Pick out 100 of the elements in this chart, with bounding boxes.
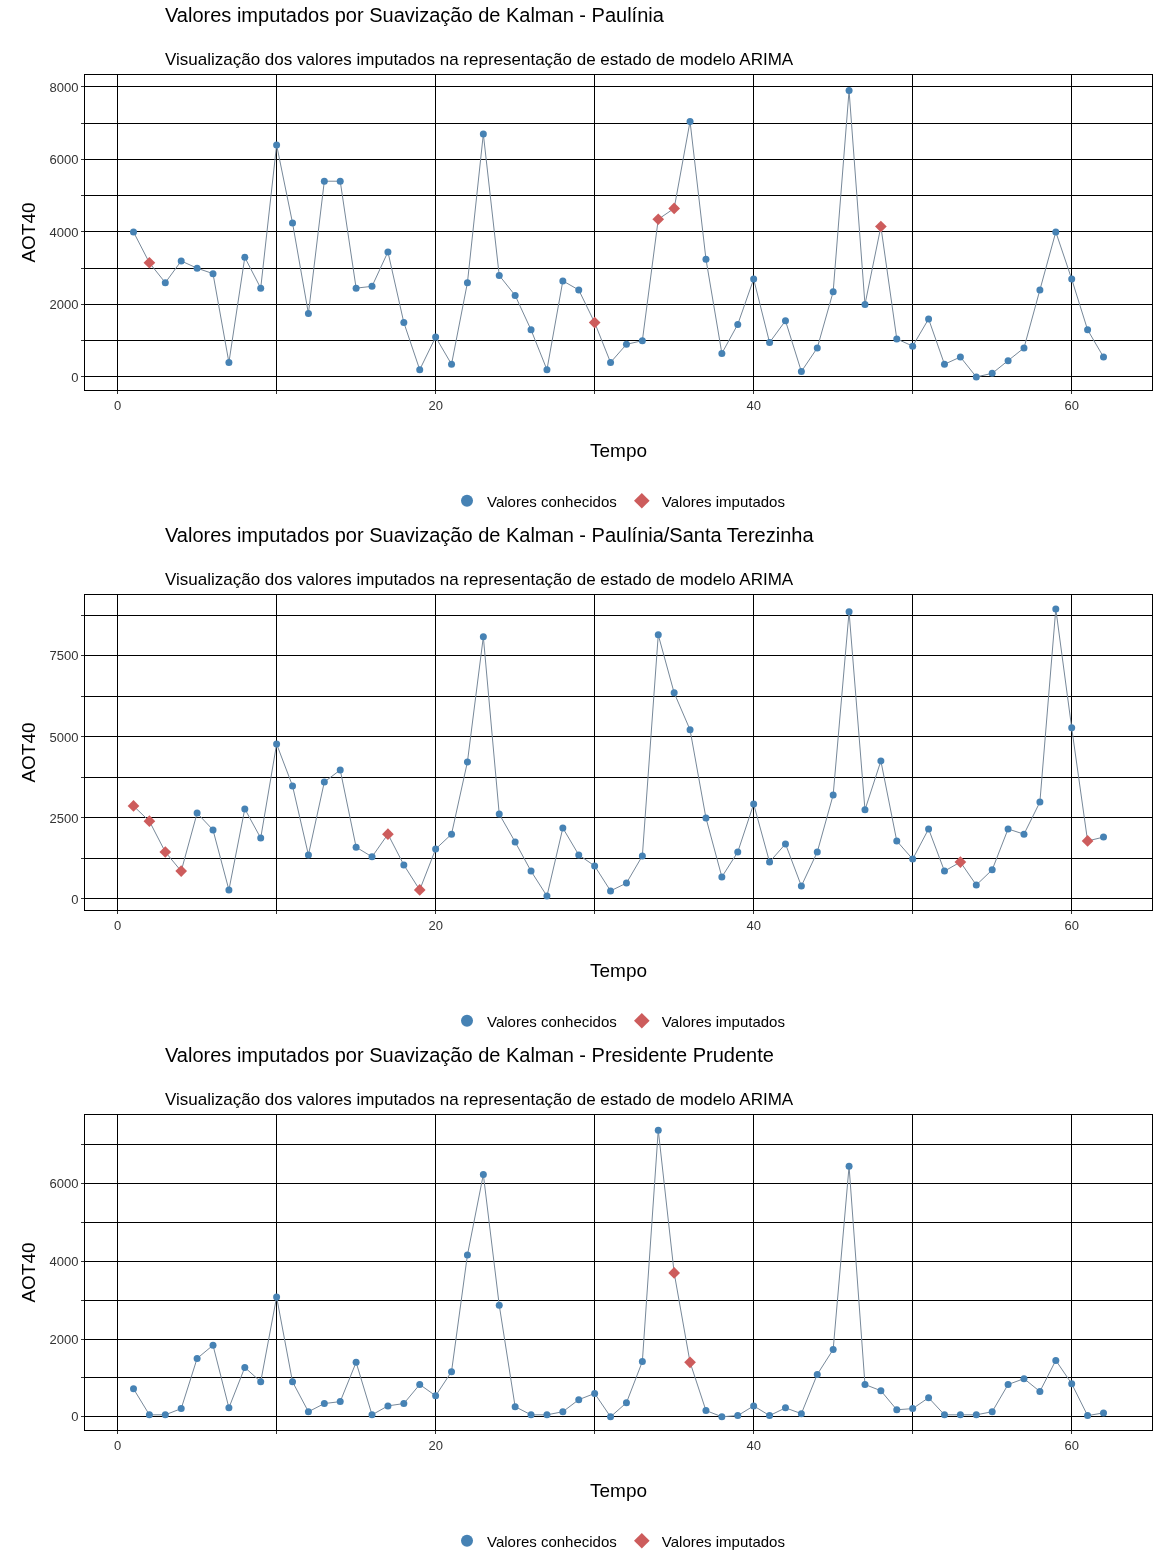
point (845, 1162, 853, 1170)
point (273, 1293, 281, 1301)
x-tick-label: 40 (746, 397, 761, 413)
y-tick-label: 0 (71, 369, 79, 385)
point (797, 882, 805, 890)
point (511, 838, 519, 846)
point (384, 1402, 392, 1410)
point (559, 277, 567, 285)
point (432, 845, 440, 853)
point (1100, 1409, 1107, 1417)
point (654, 1126, 662, 1134)
point (130, 1385, 137, 1393)
point (127, 800, 140, 812)
point (479, 130, 487, 138)
point (304, 310, 312, 318)
point (225, 358, 233, 366)
point (925, 315, 933, 323)
point (448, 360, 456, 368)
point (718, 1413, 726, 1421)
point (686, 117, 694, 125)
point (382, 828, 394, 841)
point (940, 360, 948, 368)
y-tick-label: 8000 (49, 79, 79, 95)
point (940, 867, 948, 875)
point (909, 855, 917, 863)
point (781, 1404, 789, 1412)
point (845, 87, 853, 95)
point (273, 141, 281, 149)
point (161, 1411, 169, 1419)
point (875, 220, 887, 233)
x-tick-label: 40 (746, 917, 761, 933)
point (909, 342, 917, 350)
point (766, 858, 774, 866)
point (766, 1412, 774, 1420)
point (432, 1392, 440, 1400)
point (607, 358, 615, 366)
point (320, 778, 328, 786)
point (463, 279, 471, 287)
x-tick-label: 0 (113, 1437, 122, 1453)
point (130, 228, 137, 236)
point (954, 856, 967, 868)
point (1036, 286, 1044, 294)
point (607, 1413, 615, 1421)
x-tick-label: 60 (1064, 397, 1079, 413)
point (668, 1267, 681, 1279)
point (877, 1387, 885, 1395)
point (925, 825, 933, 833)
point (1052, 228, 1060, 236)
point (1084, 326, 1092, 334)
x-tick-label: 0 (113, 917, 122, 933)
point (463, 1251, 471, 1259)
point (861, 1381, 869, 1388)
point (413, 884, 426, 896)
point (448, 1368, 456, 1376)
point (813, 1370, 821, 1378)
point (1004, 357, 1012, 365)
y-tick-label: 6000 (49, 152, 79, 168)
point (177, 1405, 185, 1413)
point (972, 881, 980, 889)
point (925, 1394, 933, 1402)
point (416, 366, 424, 374)
y-tick-label: 0 (71, 1409, 79, 1425)
point (495, 271, 503, 279)
point (893, 1406, 901, 1414)
point (668, 202, 681, 215)
point (588, 316, 601, 329)
x-tick-label: 20 (428, 397, 443, 413)
x-tick-label: 40 (746, 1437, 761, 1453)
point (956, 353, 964, 361)
point (320, 1400, 328, 1408)
point (1004, 1381, 1012, 1388)
point (607, 887, 615, 895)
point (734, 1412, 742, 1420)
point (304, 851, 312, 859)
y-tick-label: 6000 (49, 1175, 79, 1191)
point (638, 1358, 646, 1366)
point (750, 800, 758, 808)
y-tick-label: 2500 (49, 810, 79, 826)
point (209, 826, 217, 834)
x-axis-title: Tempo (589, 960, 648, 981)
point (479, 1171, 487, 1178)
point (684, 1356, 696, 1369)
point (1052, 605, 1060, 613)
point (829, 791, 837, 799)
point (400, 861, 408, 869)
point (495, 1301, 503, 1309)
x-tick-label: 60 (1064, 1437, 1079, 1453)
point (448, 830, 456, 838)
point (766, 339, 774, 347)
point (622, 879, 630, 887)
point (686, 726, 694, 734)
point (543, 1411, 551, 1419)
point (368, 1411, 376, 1419)
point (289, 219, 297, 227)
point (400, 1400, 408, 1408)
y-tick-label: 5000 (49, 729, 79, 745)
point (511, 1403, 519, 1411)
point (143, 815, 156, 828)
legend-label: Valores imputados (661, 492, 785, 510)
y-axis-title: AOT40 (18, 1242, 40, 1303)
